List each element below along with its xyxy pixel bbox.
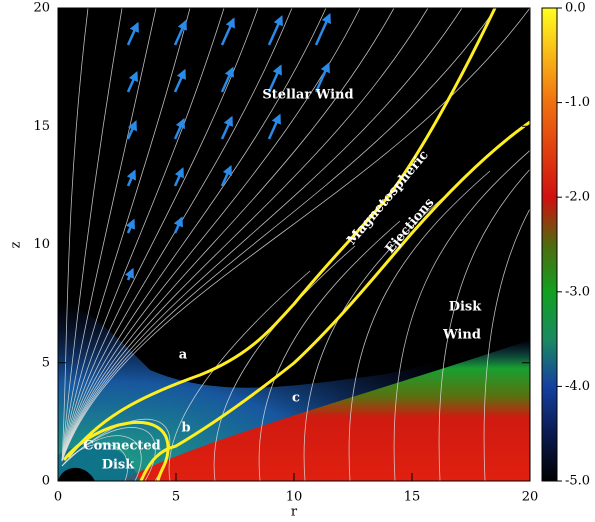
field-line [61, 8, 225, 462]
y-axis-label: z [9, 241, 24, 248]
field-line [61, 8, 123, 462]
field-line [438, 168, 530, 481]
disk-field [120, 340, 530, 481]
field-line [61, 8, 89, 462]
y-tick-label: 15 [33, 119, 50, 134]
colorbar-tick-label: -3.0 [565, 284, 590, 299]
boundary-line [139, 120, 530, 481]
annotation: Wind [442, 328, 481, 343]
x-tick-label: 20 [522, 490, 539, 505]
velocity-arrow [220, 164, 232, 187]
colorbar-tick-label: -2.0 [565, 190, 590, 205]
colorbar-tick-label: -4.0 [565, 379, 590, 394]
field-line [61, 8, 327, 462]
velocity-arrow [126, 70, 138, 93]
x-axis-label: r [291, 505, 298, 520]
annotation: Connected [83, 439, 160, 454]
velocity-arrow [173, 216, 183, 234]
field-line [213, 245, 356, 481]
velocity-arrow [267, 113, 281, 140]
velocity-arrow [173, 117, 185, 140]
field-line [61, 8, 429, 462]
annotation: b [181, 421, 190, 436]
colorbar-tick-label: -5.0 [565, 474, 590, 489]
velocity-arrow [173, 19, 187, 46]
velocity-arrow [125, 218, 135, 234]
boundary-line [62, 420, 170, 481]
velocity-arrow [220, 115, 233, 140]
annotation: c [292, 391, 300, 406]
velocity-arrow [126, 169, 136, 187]
field-lines [61, 8, 530, 481]
boundary-line [66, 8, 497, 458]
field-line [168, 270, 311, 481]
annotation: Stellar Wind [262, 88, 353, 103]
x-tick-label: 0 [54, 490, 62, 505]
field-line [483, 208, 530, 481]
field-line [61, 8, 395, 462]
field-line [61, 8, 157, 462]
star [58, 467, 95, 481]
x-tick-label: 10 [286, 490, 303, 505]
velocity-arrow [220, 17, 235, 46]
velocity-arrow [173, 68, 186, 93]
velocity-arrow [173, 167, 184, 187]
field-line [348, 170, 491, 481]
y-tick-label: 0 [42, 474, 50, 489]
velocity-arrow [126, 120, 137, 140]
velocity-arrow [126, 21, 139, 46]
velocity-arrow [267, 15, 283, 46]
field-line [258, 220, 401, 481]
velocity-arrow [220, 66, 234, 93]
field-line [61, 8, 293, 462]
x-tick-label: 15 [404, 490, 421, 505]
y-tick-label: 20 [33, 1, 50, 16]
field-line [61, 8, 463, 462]
annotation: Disk [102, 458, 136, 473]
velocity-arrows [124, 12, 331, 281]
velocity-arrow [314, 12, 331, 46]
plot-area [58, 8, 530, 481]
velocity-arrow [314, 62, 330, 93]
y-tick-label: 10 [33, 237, 50, 252]
velocity-arrow [267, 64, 282, 93]
field-line [393, 149, 530, 481]
x-tick-label: 5 [172, 490, 180, 505]
field-line [61, 8, 530, 462]
annotation: a [179, 348, 188, 363]
field-line [61, 8, 259, 462]
colorbar [541, 7, 558, 482]
colorbar-tick-label: -1.0 [565, 95, 590, 110]
velocity-arrow [124, 267, 134, 281]
field-line [61, 8, 191, 462]
colorbar-tick-label: 0.0 [565, 1, 586, 16]
annotation: Disk [449, 300, 483, 315]
field-line [61, 8, 497, 462]
y-tick-label: 5 [42, 355, 50, 370]
field-line [61, 8, 361, 462]
